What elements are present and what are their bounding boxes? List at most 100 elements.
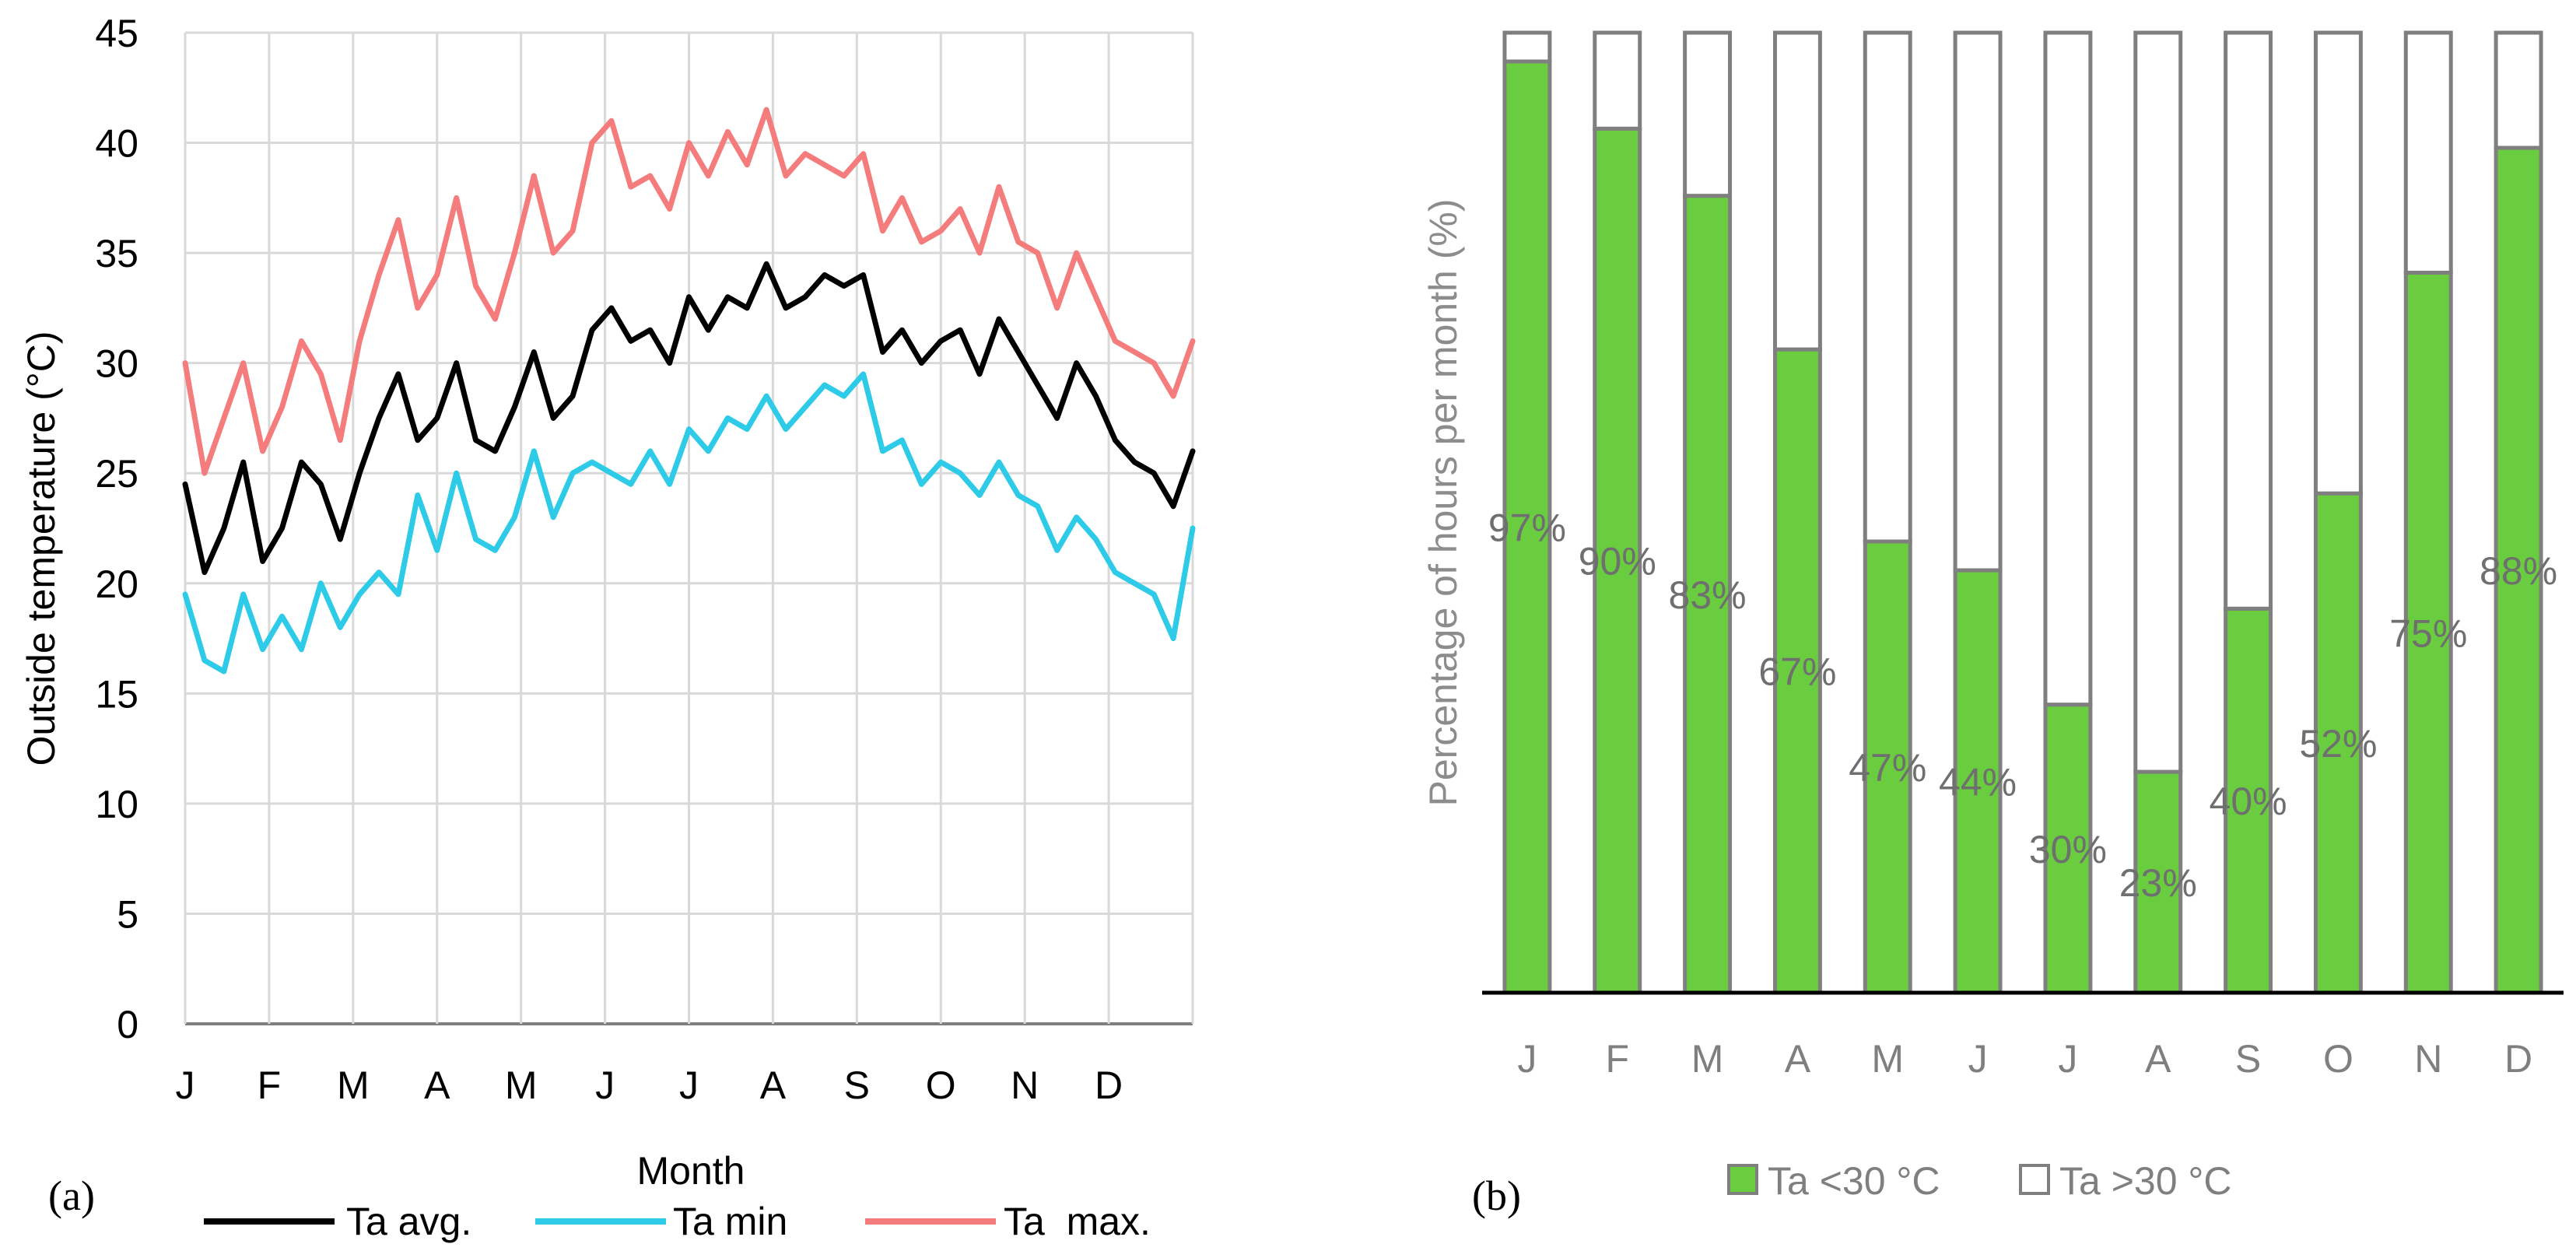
bar-below-30 — [2313, 491, 2363, 995]
bar-above-30 — [1593, 30, 1642, 131]
data-label-below-30: 44% — [1939, 761, 2017, 804]
legend-label-below-30: Ta <30 °C — [1768, 1159, 1940, 1203]
data-label-below-30: 47% — [1849, 746, 1926, 790]
data-label-below-30: 83% — [1669, 573, 1747, 617]
chart-a-x-tick-label: J — [176, 1064, 195, 1107]
chart-b-x-tick-label: S — [2235, 1037, 2261, 1081]
chart-b-x-tick-label: M — [1871, 1037, 1904, 1081]
data-label-below-30: 75% — [2389, 611, 2467, 655]
chart-b-x-tick-label: J — [2058, 1037, 2077, 1081]
legend-label-ta-avg: Ta avg. — [346, 1200, 471, 1243]
data-label-below-30: 40% — [2210, 780, 2287, 823]
bar-above-30 — [1953, 30, 2003, 573]
data-label-below-30: 52% — [2299, 722, 2377, 766]
chart-b-x-tick-label: O — [2323, 1037, 2353, 1081]
chart-a-grid — [184, 31, 1194, 1025]
chart-a-x-tick-label: A — [760, 1064, 787, 1107]
bar-below-30 — [1683, 194, 1733, 995]
chart-a-y-tick-label: 35 — [95, 232, 138, 275]
bar-above-30 — [2224, 30, 2273, 611]
legend-item-ta-min: Ta min — [535, 1200, 787, 1243]
bar-below-30 — [1772, 347, 1822, 995]
chart-a-y-tick-label: 40 — [95, 122, 138, 166]
legend-swatch-below-30 — [1727, 1164, 1758, 1195]
chart-a-x-tick-label: N — [1011, 1064, 1039, 1107]
bar-below-30 — [1593, 126, 1642, 995]
data-label-below-30: 90% — [1579, 540, 1656, 583]
chart-a-x-tick-label: D — [1095, 1064, 1123, 1107]
chart-a-y-tick-label: 10 — [95, 783, 138, 826]
series-line-ta-min — [182, 371, 1196, 675]
legend-item-ta-max: Ta max. — [865, 1200, 1151, 1243]
bar-above-30 — [2133, 30, 2183, 774]
chart-a-x-tick-label: J — [679, 1064, 699, 1107]
chart-a-legend: Ta avg. Ta min Ta max. — [204, 1200, 1151, 1243]
chart-a-x-tick-label: M — [337, 1064, 370, 1107]
chart-b-x-tick-label: N — [2414, 1037, 2442, 1081]
chart-a-y-tick-label: 5 — [117, 892, 138, 936]
bar-below-30 — [2494, 145, 2543, 995]
chart-b-x-tick-label: M — [1691, 1037, 1724, 1081]
chart-a-y-tick-label: 30 — [95, 342, 138, 386]
chart-a-x-tick-label: F — [258, 1064, 282, 1107]
chart-a-x-tick-label: S — [844, 1064, 870, 1107]
chart-a-y-tick-label: 45 — [95, 12, 138, 55]
bar-above-30 — [1502, 30, 1552, 64]
chart-a-x-tick-label: J — [595, 1064, 615, 1107]
chart-b-legend: Ta <30 °C Ta >30 °C — [1727, 1159, 2232, 1203]
chart-b-panel-label: (b) — [1472, 1172, 1521, 1219]
bar-below-30 — [1502, 59, 1552, 995]
chart-b-x-tick-label: J — [1517, 1037, 1537, 1081]
chart-b-data-labels: 97% 90% 83%67% 47% 44% 30% 23% 40% 52% 75% 88% — [1488, 506, 2557, 906]
chart-a-x-tick-label: M — [505, 1064, 538, 1107]
chart-b-x-tick-label: D — [2504, 1037, 2532, 1081]
legend-swatch-above-30 — [2019, 1164, 2050, 1195]
legend-item-below-30: Ta <30 °C — [1727, 1159, 1940, 1203]
bar-above-30 — [1772, 30, 1822, 352]
chart-a-x-tick-label: O — [926, 1064, 956, 1107]
chart-a-panel-label: (a) — [48, 1172, 95, 1219]
data-label-below-30: 23% — [2119, 861, 2197, 905]
chart-a-y-tick-label: 25 — [95, 452, 138, 496]
chart-b-x-tick-label: A — [1785, 1037, 1811, 1081]
legend-label-ta-min: Ta min — [673, 1200, 787, 1243]
chart-b: 97% 90% 83%67% 47% 44% 30% 23% 40% 52% 75% 88% J F M… — [1421, 30, 2564, 1219]
chart-a-y-tick-label: 15 — [95, 672, 138, 716]
bar-above-30 — [2313, 30, 2363, 496]
chart-a-ylabel: Outside temperature (°C) — [19, 331, 63, 766]
chart-b-ylabel: Percentage of hours per month (%) — [1421, 199, 1465, 807]
legend-label-above-30: Ta >30 °C — [2059, 1159, 2232, 1203]
legend-item-ta-avg: Ta avg. — [204, 1200, 471, 1243]
bar-above-30 — [2403, 30, 2453, 275]
bar-above-30 — [2494, 30, 2543, 150]
bar-above-30 — [2043, 30, 2093, 707]
bar-above-30 — [1863, 30, 1912, 544]
chart-a-series-lines — [182, 107, 1196, 675]
bar-below-30 — [2403, 271, 2453, 995]
bar-below-30 — [1953, 568, 2003, 995]
legend-label-ta-max: Ta max. — [1004, 1200, 1151, 1243]
data-label-below-30: 30% — [2029, 828, 2107, 871]
chart-a-x-tick-label: A — [424, 1064, 450, 1107]
series-line-ta-avg — [182, 261, 1196, 576]
chart-a-y-tick-labels: 0 5 10 15 20 25 30 35 40 45 — [95, 12, 138, 1046]
data-label-below-30: 97% — [1488, 506, 1566, 550]
legend-item-above-30: Ta >30 °C — [2019, 1159, 2232, 1203]
data-label-below-30: 88% — [2480, 549, 2557, 593]
chart-b-x-tick-label: A — [2145, 1037, 2171, 1081]
chart-b-x-tick-label: F — [1605, 1037, 1629, 1081]
series-line-ta-max — [182, 107, 1196, 476]
bar-below-30 — [2224, 606, 2273, 995]
chart-b-bars — [1502, 30, 2543, 995]
bar-below-30 — [2133, 769, 2183, 995]
data-label-below-30: 67% — [1758, 650, 1836, 694]
chart-b-x-tick-label: J — [1968, 1037, 1988, 1081]
chart-a-xlabel: Month — [637, 1149, 745, 1193]
chart-a-y-tick-label: 20 — [95, 562, 138, 606]
bar-above-30 — [1683, 30, 1733, 198]
chart-a-y-tick-label: 0 — [117, 1003, 138, 1046]
chart-a: 0 5 10 15 20 25 30 35 40 45 J F M A M J J A S O N D Outside … — [19, 12, 1196, 1243]
